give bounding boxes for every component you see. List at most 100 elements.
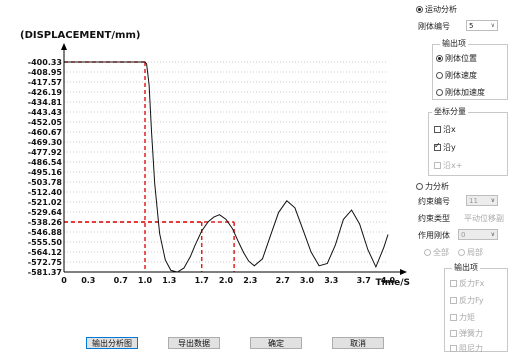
- body-number-label: 刚体编号: [418, 21, 450, 32]
- component-y[interactable]: 沿y: [434, 141, 456, 153]
- export-data-button[interactable]: 导出数据: [168, 337, 220, 349]
- body-number-text: 刚体编号: [418, 22, 450, 31]
- constraint-type-label: 约束类型: [418, 213, 450, 224]
- constraint-number-select[interactable]: 11 ∨: [466, 195, 498, 206]
- body-number-value: 5: [469, 21, 474, 30]
- x-tick-label: 1.7: [195, 276, 209, 285]
- x-tick-label: 3.7: [357, 276, 371, 285]
- y-tick-label: -460.67: [28, 128, 62, 137]
- force-fy[interactable]: 反力Fy: [450, 295, 484, 306]
- y-tick-label: -546.88: [28, 228, 63, 237]
- y-tick-label: -400.33: [28, 58, 62, 67]
- y-tick-label: -538.26: [28, 218, 63, 227]
- scope-all-radio[interactable]: 全部: [424, 247, 449, 258]
- y-tick-label: -469.30: [28, 138, 63, 147]
- comp-xy-checkbox: [434, 162, 441, 169]
- ok-button[interactable]: 确定: [250, 337, 302, 349]
- spring-label: 弹簧力: [459, 329, 483, 338]
- component-x[interactable]: 沿x: [434, 124, 456, 135]
- force-moment[interactable]: 力矩: [450, 312, 475, 323]
- y-tick-label: -417.57: [28, 78, 62, 87]
- x-tick-label: 1.0: [138, 276, 153, 285]
- y-axis-arrow: [61, 43, 67, 50]
- force-spring[interactable]: 弹簧力: [450, 328, 483, 339]
- component-group-title: 坐标分量: [432, 106, 468, 117]
- x-tick-label: 3.0: [300, 276, 315, 285]
- constraint-type-text: 约束类型: [418, 214, 450, 223]
- x-axis-label: Time/S: [376, 278, 410, 288]
- force-radio-dot: [416, 183, 423, 190]
- force-analysis-radio[interactable]: 力分析: [416, 181, 449, 192]
- analysis-panel: 运动分析 刚体编号 5 ∨ 输出项 刚体位置 刚体速度 刚体加速度 坐标分量 沿x…: [410, 0, 516, 353]
- y-tick-label: -408.95: [28, 68, 63, 77]
- y-tick-labels: -400.33-408.95-417.57-426.19-434.81-443.…: [28, 58, 63, 277]
- x-tick-label: 0: [61, 276, 67, 285]
- x-tick-label: 3.3: [324, 276, 338, 285]
- acting-body-value: 0: [461, 230, 466, 239]
- force-fx[interactable]: 反力Fx: [450, 278, 484, 289]
- force-output-group-title: 输出项: [452, 262, 480, 273]
- acting-body-text: 作用刚体: [418, 231, 450, 240]
- option-velocity[interactable]: 刚体速度: [436, 70, 477, 81]
- velocity-label: 刚体速度: [445, 71, 477, 80]
- chart-title: (DISPLACEMENT/mm): [20, 30, 140, 41]
- force-damping[interactable]: 阻尼力: [450, 343, 483, 354]
- component-xy[interactable]: 沿x+: [434, 160, 462, 171]
- y-tick-label: -426.19: [28, 88, 63, 97]
- damping-checkbox: [450, 345, 457, 352]
- y-tick-label: -572.75: [28, 258, 63, 267]
- option-accel[interactable]: 刚体加速度: [436, 87, 485, 98]
- constraint-number-text: 约束编号: [418, 197, 450, 206]
- option-position[interactable]: 刚体位置: [436, 53, 477, 64]
- displacement-series-line: [64, 61, 389, 273]
- y-tick-label: -529.64: [28, 208, 63, 217]
- x-tick-label: 4.0: [381, 276, 396, 285]
- constraint-number-label: 约束编号: [418, 196, 450, 207]
- accel-label: 刚体加速度: [445, 88, 485, 97]
- cancel-button[interactable]: 取消: [332, 337, 384, 349]
- acting-body-select[interactable]: 0 ∨: [458, 229, 498, 240]
- motion-analysis-radio[interactable]: 运动分析: [416, 4, 457, 15]
- x-tick-label: 1.3: [162, 276, 176, 285]
- y-tick-label: -521.02: [28, 198, 62, 207]
- component-group-box: [428, 112, 508, 176]
- constraint-type-value: 平动位移副: [464, 213, 504, 224]
- position-radio-dot: [436, 55, 443, 62]
- comp-x-label: 沿x: [443, 125, 456, 134]
- local-radio-dot: [458, 249, 465, 256]
- chart-grid: [64, 61, 388, 273]
- constraint-type-value-text: 平动位移副: [464, 214, 504, 223]
- y-tick-label: -477.92: [28, 148, 62, 157]
- motion-radio-dot: [416, 6, 423, 13]
- body-number-select[interactable]: 5 ∨: [466, 20, 498, 31]
- chevron-down-icon: ∨: [490, 22, 495, 29]
- export-chart-button[interactable]: 输出分析图: [86, 337, 138, 349]
- displacement-chart: -400.33-408.95-417.57-426.19-434.81-443.…: [20, 30, 410, 288]
- fx-checkbox: [450, 280, 457, 287]
- damping-label: 阻尼力: [459, 344, 483, 353]
- local-label: 局部: [467, 248, 483, 257]
- y-tick-label: -581.37: [28, 268, 62, 277]
- y-tick-label: -452.05: [28, 118, 63, 127]
- y-tick-label: -555.50: [28, 238, 63, 247]
- x-tick-label: 0.3: [81, 276, 95, 285]
- acting-body-label: 作用刚体: [418, 230, 450, 241]
- x-axis-arrow: [400, 269, 407, 275]
- chevron-down-icon: ∨: [490, 231, 495, 238]
- accel-radio-dot: [436, 89, 443, 96]
- chart-series: [64, 61, 389, 273]
- y-tick-label: -564.12: [28, 248, 62, 257]
- all-radio-dot: [424, 249, 431, 256]
- motion-radio-label: 运动分析: [425, 5, 457, 14]
- y-tick-label: -512.40: [28, 188, 63, 197]
- x-tick-label: 2.3: [243, 276, 257, 285]
- moment-checkbox: [450, 314, 457, 321]
- x-tick-label: 2.7: [276, 276, 290, 285]
- fx-label: 反力Fx: [459, 279, 485, 288]
- force-radio-label: 力分析: [425, 182, 449, 191]
- scope-local-radio[interactable]: 局部: [458, 247, 483, 258]
- chart-axes: [61, 43, 407, 275]
- all-label: 全部: [433, 248, 449, 257]
- output-group-title: 输出项: [440, 38, 468, 49]
- x-tick-label: 0.7: [114, 276, 128, 285]
